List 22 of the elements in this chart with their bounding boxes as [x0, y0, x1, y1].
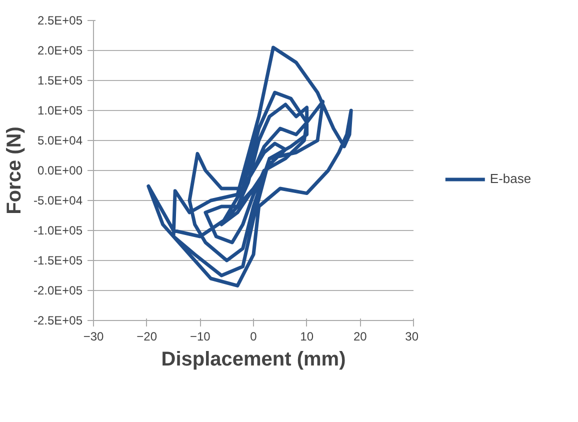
x-tick-label: 10	[300, 330, 314, 344]
y-tick-label: -5.0E+04	[33, 194, 83, 208]
legend-label: E-base	[490, 171, 532, 186]
x-axis-title: Displacement (mm)	[161, 348, 346, 370]
y-tick-label: -1.5E+05	[33, 254, 83, 268]
y-tick-label: -2.5E+05	[33, 314, 83, 328]
line-series	[146, 46, 353, 288]
x-tick-label: 0	[250, 330, 258, 344]
y-tick-label: 2.0E+05	[37, 44, 83, 58]
x-tick-label: −10	[190, 330, 211, 344]
y-tick-label: 1.5E+05	[37, 74, 83, 88]
y-tick-label: 5.0E+04	[37, 134, 83, 148]
x-tick-label: 20	[353, 330, 368, 344]
x-tick-label: 30	[405, 330, 419, 344]
y-tick-label: 1.0E+05	[37, 104, 83, 118]
y-tick-label: 0.0E+00	[37, 164, 83, 178]
y-tick-label: 2.5E+05	[37, 14, 83, 28]
y-tick-label: -2.0E+05	[33, 284, 83, 298]
x-tick-label: −20	[136, 330, 158, 344]
y-tick-label: -1.0E+05	[33, 224, 83, 238]
x-tick-label: −30	[83, 330, 104, 344]
y-axis-title: Force (N)	[3, 126, 26, 214]
